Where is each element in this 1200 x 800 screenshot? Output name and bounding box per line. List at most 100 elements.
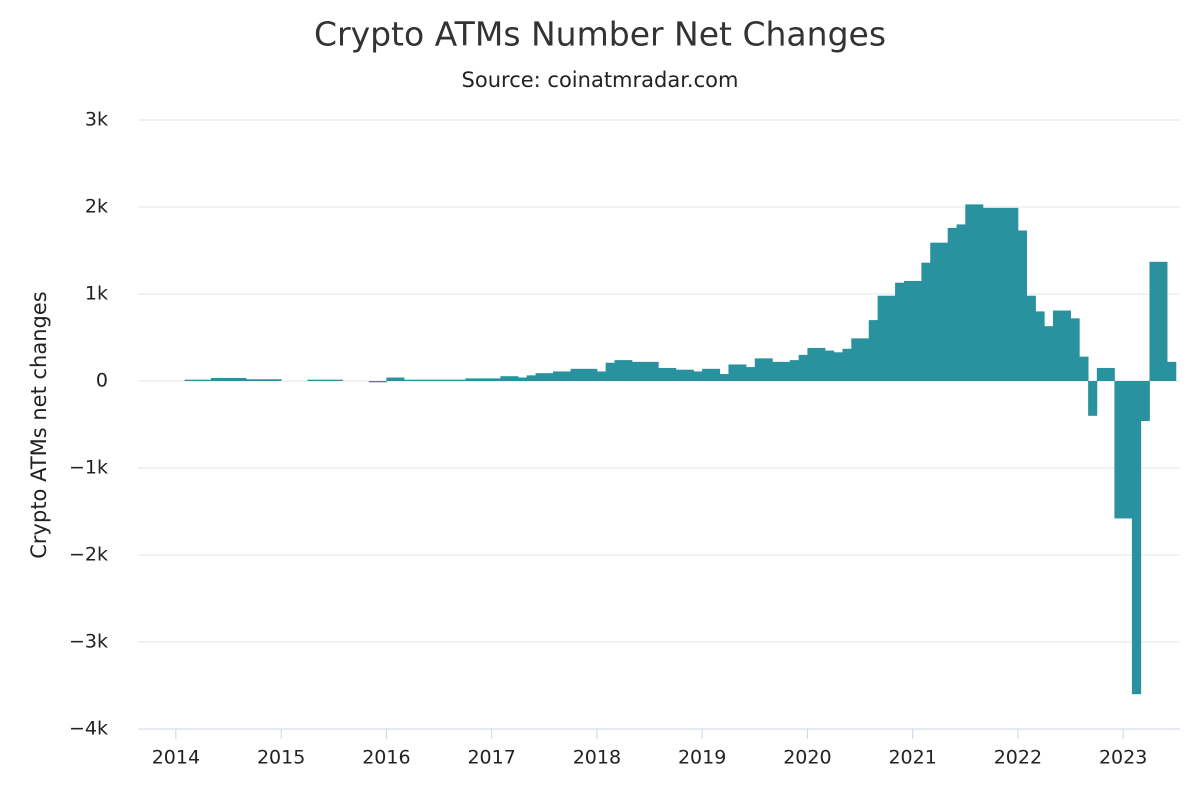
bar [465,378,475,381]
bar [430,379,440,381]
y-tick-label: −1k [69,457,108,479]
bar [807,347,817,381]
bar [991,207,1001,381]
bar [482,378,493,381]
bar [1070,318,1080,381]
bar [1035,311,1045,381]
bar [447,379,457,381]
bar [526,375,536,381]
bar [974,204,984,381]
x-tick-label: 2014 [152,747,200,769]
bar [1096,367,1106,381]
bar [956,224,966,381]
x-tick-label: 2021 [888,747,936,769]
bar [535,373,545,381]
x-tick-label: 2016 [362,747,410,769]
bar [412,379,422,381]
bar [553,371,563,381]
bar [789,360,800,381]
bar [684,369,694,381]
bar [588,368,598,381]
bar [439,379,449,381]
bar [719,374,729,381]
bar [386,377,396,381]
x-tick-label: 2023 [1099,747,1147,769]
y-axis-label: Crypto ATMs net changes [27,291,51,558]
bar [886,295,896,381]
bar [561,371,571,381]
bar [947,227,957,381]
bar [1079,356,1089,381]
bar [1088,381,1098,416]
bar [903,280,914,381]
y-tick-label: −3k [69,631,108,653]
bar [1000,207,1010,381]
bar [842,348,852,381]
bar [702,368,712,381]
bar [631,361,642,381]
x-tick-label: 2018 [573,747,621,769]
bar [210,377,221,381]
bar [658,367,668,381]
x-tick-label: 2017 [467,747,515,769]
bar [930,242,940,381]
bar [675,369,685,381]
bar [491,378,501,381]
bar [474,378,484,381]
bar [500,376,510,381]
bar [193,379,203,381]
bar [263,379,273,381]
bar [219,377,229,381]
bar [982,207,992,381]
y-tick-label: 2k [85,196,108,218]
chart-title: Crypto ATMs Number Net Changes [314,15,886,54]
bar [1140,381,1150,422]
bar [228,377,238,381]
bar [640,361,650,381]
bar [325,379,335,381]
bar [833,352,843,381]
bar [938,242,949,381]
bar [737,364,747,381]
bar [781,361,791,381]
bar [246,379,256,381]
bar [1105,367,1115,381]
bar [728,364,738,381]
bar [509,376,519,381]
bar [1149,261,1159,381]
bar [544,373,554,381]
bar [1167,361,1177,381]
bar [1114,381,1124,519]
bar [614,360,624,381]
bar [403,379,414,381]
bar [877,295,887,381]
bar [1061,310,1071,381]
bar [333,379,343,381]
bar [1123,381,1133,519]
bar [1131,381,1142,695]
y-tick-label: 1k [85,283,108,305]
bar [623,360,633,381]
x-tick-label: 2020 [783,747,831,769]
bar [746,367,756,381]
bar [254,379,264,381]
bar [824,350,835,381]
bar [272,379,282,381]
bar [1017,230,1028,381]
x-tick-label: 2022 [994,747,1042,769]
bar [1052,310,1063,381]
bar [763,358,773,381]
bar [237,377,247,381]
bar [667,367,677,381]
bar [1026,295,1036,381]
bar [570,368,580,381]
bar [596,371,607,381]
bar [1044,326,1054,381]
bar [421,379,431,381]
bar [649,361,659,381]
chart-subtitle: Source: coinatmradar.com [462,68,739,92]
bar [1009,207,1019,381]
y-tick-label: 3k [85,109,108,131]
bar [605,362,615,381]
bar [579,368,589,381]
